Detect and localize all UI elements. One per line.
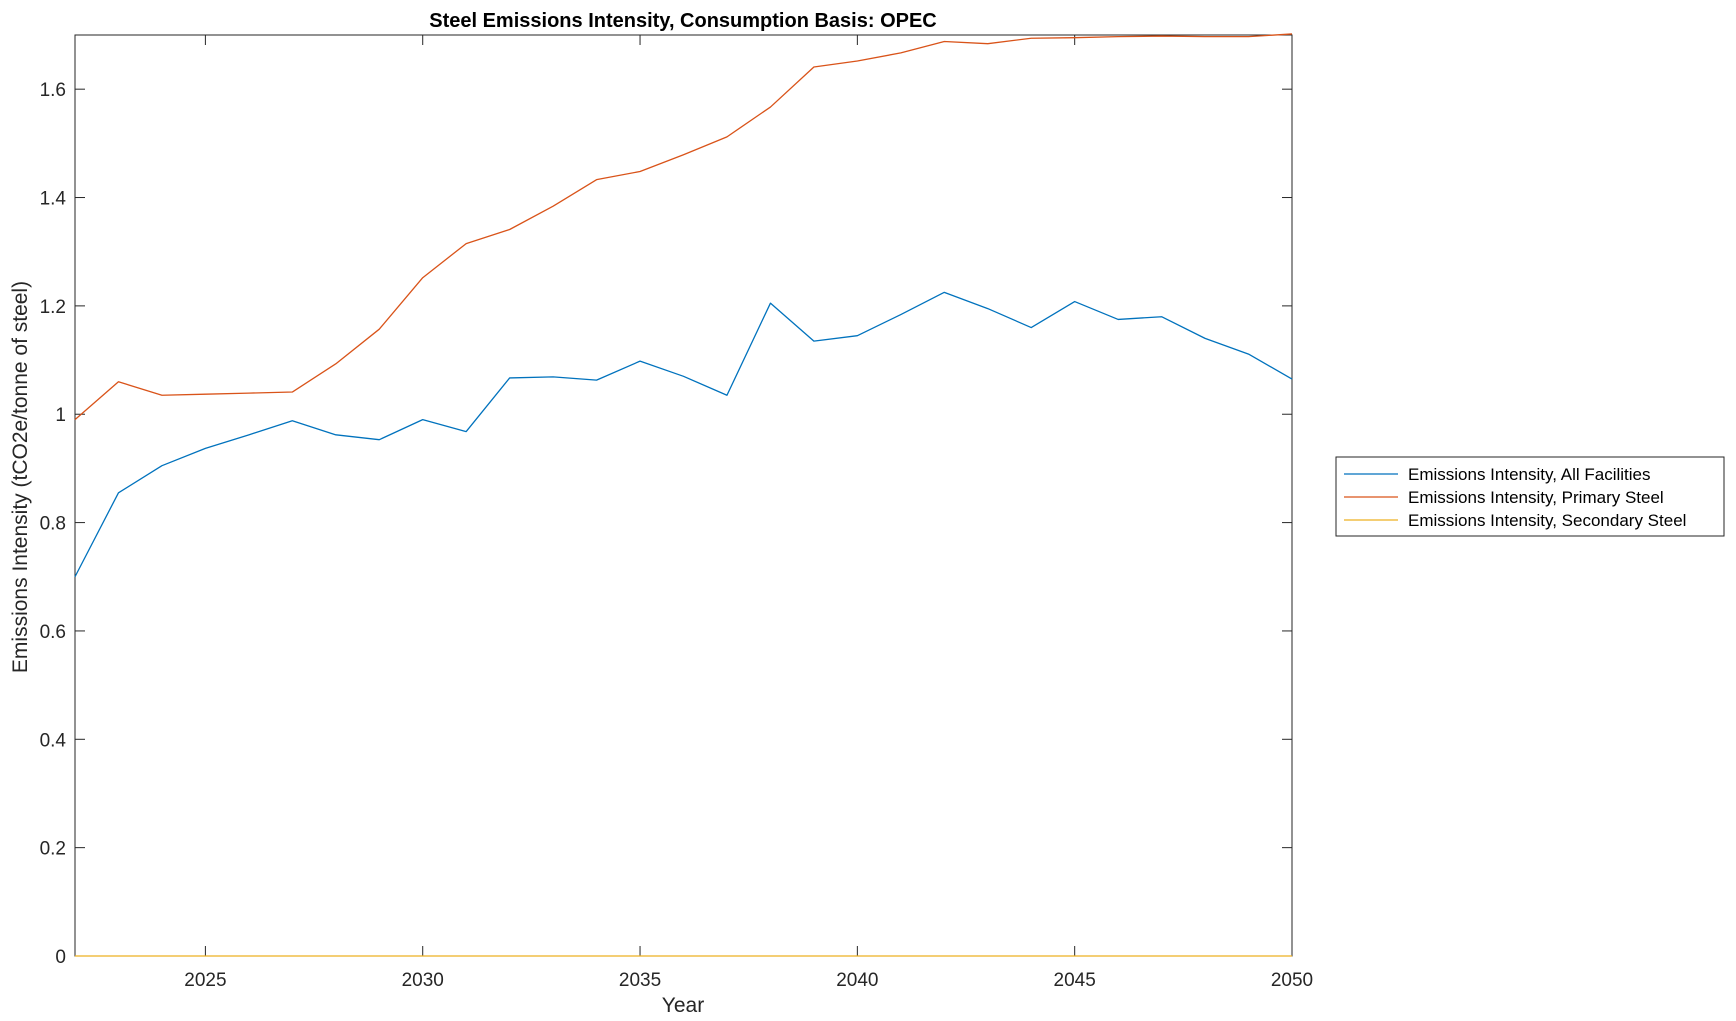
legend-entry-1: Emissions Intensity, All Facilities bbox=[1408, 465, 1650, 484]
x-tick-label: 2050 bbox=[1271, 970, 1313, 991]
x-tick-label: 2040 bbox=[836, 970, 878, 991]
y-tick-label: 1.6 bbox=[40, 80, 66, 101]
y-tick-label: 1 bbox=[55, 405, 66, 426]
legend-box bbox=[1335, 456, 1725, 537]
x-tick-label: 2035 bbox=[619, 970, 661, 991]
x-tick-label: 2030 bbox=[402, 970, 444, 991]
x-axis-label: Year bbox=[662, 994, 704, 1017]
y-tick-label: 0.4 bbox=[40, 730, 67, 751]
legend: Emissions Intensity, All Facilities Emiss… bbox=[1335, 456, 1725, 537]
x-tick-label: 2025 bbox=[184, 970, 226, 991]
y-tick-label: 1.2 bbox=[40, 297, 66, 318]
legend-entry-3: Emissions Intensity, Secondary Steel bbox=[1408, 511, 1686, 530]
series-line-1 bbox=[74, 291, 1293, 578]
y-tick-label: 0.2 bbox=[40, 839, 66, 860]
y-tick-label: 0.8 bbox=[40, 514, 66, 535]
plot-frame bbox=[74, 34, 1293, 957]
series-line-2 bbox=[74, 33, 1293, 421]
x-tick-label: 2045 bbox=[1054, 970, 1096, 991]
chart-title: Steel Emissions Intensity, Consumption B… bbox=[429, 10, 937, 32]
series-layer bbox=[74, 33, 1293, 957]
y-tick-label: 1.4 bbox=[40, 189, 67, 210]
axes: 2025 2030 2035 2040 2045 2050 0 0.2 0.4 0.6 0.8 1 1.… bbox=[40, 34, 1313, 991]
y-axis-label: Emissions Intensity (tCO2e/tonne of stee… bbox=[9, 281, 32, 673]
y-tick-label: 0.6 bbox=[40, 622, 66, 643]
legend-entry-2: Emissions Intensity, Primary Steel bbox=[1408, 488, 1664, 507]
y-tick-label: 0 bbox=[55, 947, 66, 968]
